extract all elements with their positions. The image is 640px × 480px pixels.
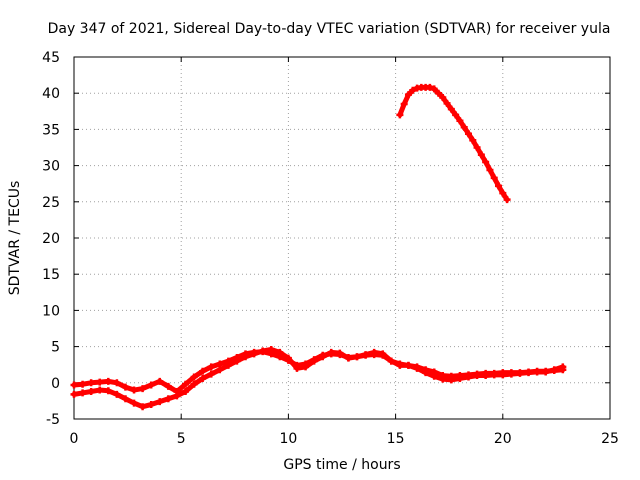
data-points [70,83,567,411]
y-tick-label: -5 [46,412,60,428]
x-tick-label: 25 [601,431,619,447]
y-tick-label: 0 [51,376,60,392]
series-group [396,83,511,204]
x-tick-label: 10 [279,431,297,447]
axis-ticks: 0 5 10 15 20 25 -5 0 5 10 15 20 25 30 35 40 45 [42,50,619,447]
y-tick-label: 20 [42,231,60,247]
x-tick-label: 20 [494,431,512,447]
series-group [70,348,567,395]
x-axis-title: GPS time / hours [283,457,400,473]
y-tick-label: 40 [42,86,60,102]
y-tick-label: 35 [42,122,60,138]
y-tick-label: 30 [42,159,60,175]
x-tick-label: 0 [70,431,79,447]
y-tick-label: 5 [51,340,60,356]
data-point [503,196,511,204]
y-tick-label: 15 [42,267,60,283]
y-axis-title: SDTVAR / TECUs [7,181,23,296]
y-tick-label: 45 [42,50,60,66]
y-tick-label: 10 [42,303,60,319]
x-tick-label: 15 [387,431,405,447]
grid [74,57,610,419]
series-group [70,345,567,411]
chart-title: Day 347 of 2021, Sidereal Day-to-day VTE… [48,21,611,37]
x-tick-label: 5 [177,431,186,447]
data-point [559,363,567,371]
y-tick-label: 25 [42,195,60,211]
